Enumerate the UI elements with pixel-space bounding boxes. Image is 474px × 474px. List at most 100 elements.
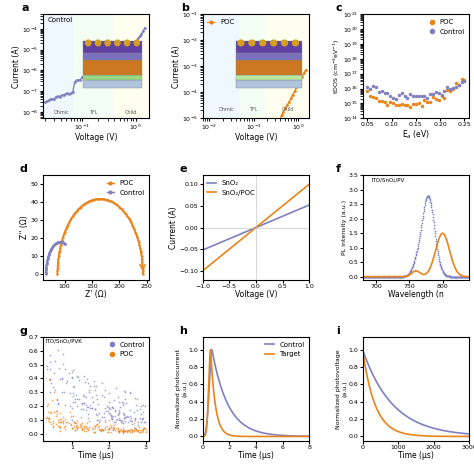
Point xyxy=(132,425,139,433)
Point xyxy=(83,424,91,431)
Point xyxy=(91,428,99,436)
Point xyxy=(61,425,69,433)
Point xyxy=(55,422,63,430)
Point xyxy=(55,400,62,407)
Point xyxy=(104,403,112,410)
Point xyxy=(59,350,66,358)
Point xyxy=(112,416,120,424)
Point xyxy=(120,388,128,395)
Point xyxy=(112,384,120,392)
Point xyxy=(65,369,73,377)
Point xyxy=(71,426,79,434)
Point xyxy=(118,426,125,433)
Point xyxy=(126,407,133,414)
Point xyxy=(98,425,106,432)
Point xyxy=(73,421,81,429)
Point xyxy=(82,406,90,414)
Point xyxy=(73,373,81,380)
Point xyxy=(115,428,123,435)
Point xyxy=(125,426,132,434)
Point xyxy=(93,395,101,402)
Point xyxy=(76,423,83,430)
Point xyxy=(81,400,88,407)
Point xyxy=(73,425,81,433)
Point xyxy=(82,393,89,401)
X-axis label: Z' (Ω): Z' (Ω) xyxy=(85,290,107,299)
Point xyxy=(95,425,103,433)
Point xyxy=(116,427,124,434)
Point xyxy=(80,392,87,399)
Point xyxy=(137,418,145,426)
Point xyxy=(119,426,127,433)
Point xyxy=(54,416,62,424)
Point xyxy=(54,422,62,429)
Y-axis label: tDOS (cm$^{-3}$eV$^{-1}$): tDOS (cm$^{-3}$eV$^{-1}$) xyxy=(331,38,342,94)
Point xyxy=(119,401,127,409)
Point xyxy=(115,409,123,417)
Point xyxy=(129,427,137,434)
Point xyxy=(136,423,143,430)
Y-axis label: PL intensity (a.u.): PL intensity (a.u.) xyxy=(342,200,347,255)
Point xyxy=(56,423,64,430)
Point xyxy=(122,400,130,407)
Point xyxy=(133,401,140,409)
Point xyxy=(44,365,51,373)
Point xyxy=(88,424,95,432)
Point xyxy=(111,419,119,426)
Point xyxy=(53,410,61,418)
Point xyxy=(76,420,84,428)
Point xyxy=(105,404,113,412)
Point xyxy=(107,414,115,421)
Point xyxy=(104,428,111,436)
Bar xyxy=(74,14,115,118)
Point xyxy=(120,414,128,422)
Point xyxy=(91,382,98,390)
Point xyxy=(68,374,75,381)
Point xyxy=(106,406,113,413)
Point xyxy=(56,409,64,416)
Point xyxy=(89,398,97,405)
Point xyxy=(108,403,116,411)
Point xyxy=(138,416,146,423)
Point xyxy=(97,427,105,435)
Point xyxy=(115,427,122,435)
Point xyxy=(114,428,121,435)
Point xyxy=(109,403,116,410)
Point xyxy=(114,411,122,419)
Text: d: d xyxy=(19,164,27,174)
Point xyxy=(106,410,114,418)
Point xyxy=(101,416,109,424)
Point xyxy=(123,413,130,420)
Point xyxy=(50,408,57,416)
Point xyxy=(69,424,77,432)
Point xyxy=(108,423,115,430)
Point xyxy=(94,416,101,423)
Point xyxy=(124,426,131,434)
Point xyxy=(91,421,99,428)
Point xyxy=(127,415,135,422)
Point xyxy=(130,408,137,416)
Point xyxy=(92,391,100,399)
Point xyxy=(75,377,83,384)
X-axis label: Wavelength (n: Wavelength (n xyxy=(388,290,444,299)
Point xyxy=(125,414,132,421)
Point xyxy=(139,426,146,433)
Point xyxy=(110,421,118,429)
Point xyxy=(105,425,112,432)
Point xyxy=(121,427,128,435)
Point xyxy=(111,412,119,420)
Point xyxy=(108,423,115,431)
Point xyxy=(84,425,91,432)
Point xyxy=(132,424,139,431)
Y-axis label: Z'' (Ω): Z'' (Ω) xyxy=(20,216,29,239)
Point xyxy=(45,415,53,423)
Point xyxy=(66,390,74,397)
Point xyxy=(126,416,133,424)
Point xyxy=(60,413,67,421)
Point xyxy=(131,426,139,433)
Point xyxy=(77,421,84,429)
Point xyxy=(121,417,129,425)
Point xyxy=(70,389,77,397)
Point xyxy=(103,422,111,430)
Point xyxy=(84,426,91,433)
